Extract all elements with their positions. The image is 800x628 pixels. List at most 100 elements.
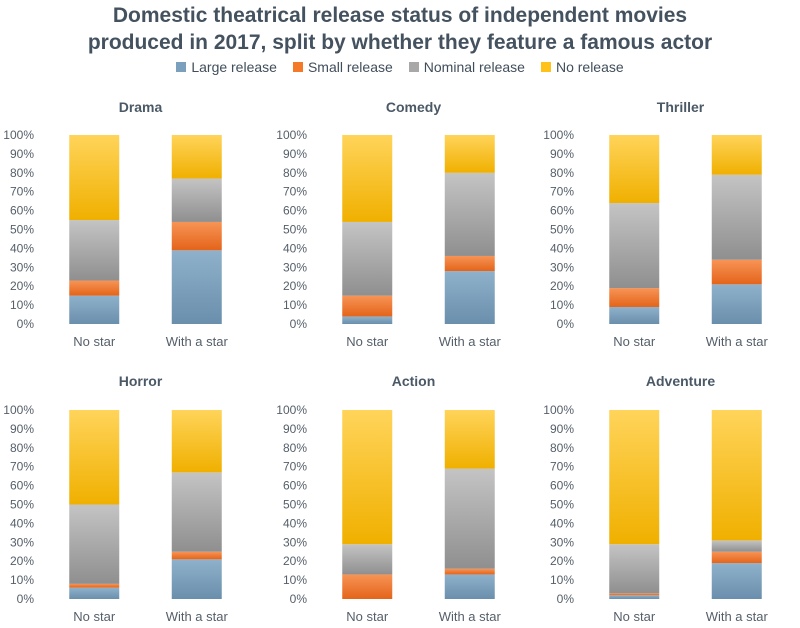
y-tick-label: 0%	[290, 317, 308, 331]
bar-segment-large-release-no-star	[69, 587, 120, 599]
bar-segment-no-release-no-star	[69, 410, 120, 505]
category-label-with-a-star: With a star	[166, 334, 229, 349]
bar-segment-nominal-release-no-star	[609, 203, 660, 289]
y-tick-label: 100%	[543, 128, 574, 142]
y-tick-label: 40%	[283, 516, 307, 530]
category-label-no-star: No star	[73, 609, 116, 624]
y-tick-label: 80%	[550, 166, 574, 180]
category-label-no-star: No star	[346, 334, 389, 349]
y-tick-label: 70%	[550, 460, 574, 474]
panel-title-horror: Horror	[119, 373, 163, 389]
y-tick-label: 90%	[550, 147, 574, 161]
y-tick-label: 60%	[10, 204, 34, 218]
y-tick-label: 10%	[550, 298, 574, 312]
bar-segment-nominal-release-with-a-star	[171, 472, 222, 552]
y-tick-label: 50%	[283, 223, 307, 237]
y-tick-label: 80%	[283, 441, 307, 455]
y-tick-label: 0%	[290, 592, 308, 606]
bar-segment-large-release-with-a-star	[711, 284, 762, 324]
y-tick-label: 20%	[550, 279, 574, 293]
y-tick-label: 80%	[550, 441, 574, 455]
bar-segment-small-release-with-a-star	[171, 551, 222, 560]
y-tick-label: 100%	[276, 403, 307, 417]
bar-segment-large-release-with-a-star	[171, 250, 222, 324]
y-tick-label: 80%	[10, 166, 34, 180]
bar-segment-no-release-with-a-star	[171, 135, 222, 179]
y-tick-label: 70%	[283, 460, 307, 474]
bar-segment-large-release-no-star	[609, 306, 660, 324]
panel-title-action: Action	[392, 373, 436, 389]
legend-label: Large release	[191, 59, 277, 75]
y-tick-label: 10%	[283, 573, 307, 587]
bar-segment-no-release-with-a-star	[171, 410, 222, 473]
y-tick-label: 80%	[10, 441, 34, 455]
bar-segment-small-release-no-star	[342, 574, 393, 599]
y-tick-label: 10%	[283, 298, 307, 312]
y-tick-label: 30%	[550, 260, 574, 274]
y-tick-label: 10%	[10, 298, 34, 312]
legend: Large release Small release Nominal rele…	[0, 59, 800, 75]
y-tick-label: 30%	[283, 535, 307, 549]
legend-label: Nominal release	[423, 59, 525, 75]
bar-segment-nominal-release-with-a-star	[711, 540, 762, 552]
y-tick-label: 50%	[10, 223, 34, 237]
category-label-with-a-star: With a star	[166, 609, 229, 624]
y-tick-label: 70%	[550, 185, 574, 199]
bar-segment-large-release-with-a-star	[711, 563, 762, 599]
legend-swatch-large-release	[176, 62, 187, 72]
legend-item-no-release: No release	[540, 59, 624, 75]
bar-segment-small-release-no-star	[609, 288, 660, 307]
bar-segment-small-release-with-a-star	[444, 255, 495, 272]
panel-drama: Drama 0% 10% 20% 30% 40% 50% 60% 70% 80% 90% 100% No…	[3, 99, 228, 349]
bar-segment-small-release-no-star	[609, 593, 660, 596]
y-tick-label: 70%	[10, 185, 34, 199]
y-tick-label: 20%	[550, 554, 574, 568]
y-tick-label: 60%	[283, 204, 307, 218]
bar-segment-nominal-release-no-star	[69, 504, 120, 584]
y-tick-label: 30%	[10, 260, 34, 274]
bar-segment-small-release-with-a-star	[711, 259, 762, 285]
y-tick-label: 40%	[10, 516, 34, 530]
y-tick-label: 40%	[550, 516, 574, 530]
panel-comedy: Comedy 0% 10% 20% 30% 40% 50% 60% 70% 80% 90% 100% N…	[276, 99, 501, 349]
chart-title-line-2: produced in 2017, split by whether they …	[87, 31, 713, 54]
bar-segment-no-release-no-star	[342, 410, 393, 545]
y-tick-label: 40%	[550, 241, 574, 255]
bar-segment-large-release-no-star	[609, 595, 660, 599]
legend-swatch-nominal-release	[408, 62, 419, 72]
bar-segment-large-release-with-a-star	[444, 271, 495, 324]
panel-title-drama: Drama	[119, 99, 163, 115]
bar-segment-no-release-with-a-star	[444, 135, 495, 173]
y-tick-label: 30%	[10, 535, 34, 549]
bar-segment-small-release-with-a-star	[711, 551, 762, 564]
bar-segment-nominal-release-with-a-star	[171, 178, 222, 222]
legend-swatch-small-release	[292, 62, 303, 72]
y-tick-label: 70%	[10, 460, 34, 474]
y-tick-label: 90%	[550, 422, 574, 436]
panel-title-thriller: Thriller	[657, 99, 705, 115]
legend-label: Small release	[307, 59, 393, 75]
y-tick-label: 40%	[10, 241, 34, 255]
panel-horror: Horror 0% 10% 20% 30% 40% 50% 60% 70% 80% 90% 100% N…	[3, 373, 228, 624]
panel-thriller: Thriller 0% 10% 20% 30% 40% 50% 60% 70% 80% 90% 100…	[543, 99, 768, 349]
bar-segment-large-release-with-a-star	[444, 574, 495, 599]
category-label-with-a-star: With a star	[439, 334, 502, 349]
bar-segment-small-release-no-star	[69, 583, 120, 588]
y-tick-label: 0%	[17, 592, 35, 606]
category-label-with-a-star: With a star	[706, 334, 769, 349]
bar-segment-nominal-release-no-star	[609, 544, 660, 594]
bar-segment-no-release-with-a-star	[711, 410, 762, 541]
y-tick-label: 60%	[550, 204, 574, 218]
bar-segment-nominal-release-with-a-star	[444, 172, 495, 256]
y-tick-label: 10%	[550, 573, 574, 587]
legend-item-large-release: Large release	[176, 59, 277, 75]
y-tick-label: 100%	[276, 128, 307, 142]
bar-segment-nominal-release-no-star	[342, 544, 393, 575]
y-tick-label: 50%	[10, 498, 34, 512]
bar-segment-no-release-with-a-star	[444, 410, 495, 469]
legend-swatch-no-release	[540, 62, 551, 72]
panel-title-adventure: Adventure	[646, 373, 715, 389]
y-tick-label: 60%	[283, 479, 307, 493]
bar-segment-nominal-release-with-a-star	[711, 174, 762, 260]
category-label-no-star: No star	[613, 609, 656, 624]
